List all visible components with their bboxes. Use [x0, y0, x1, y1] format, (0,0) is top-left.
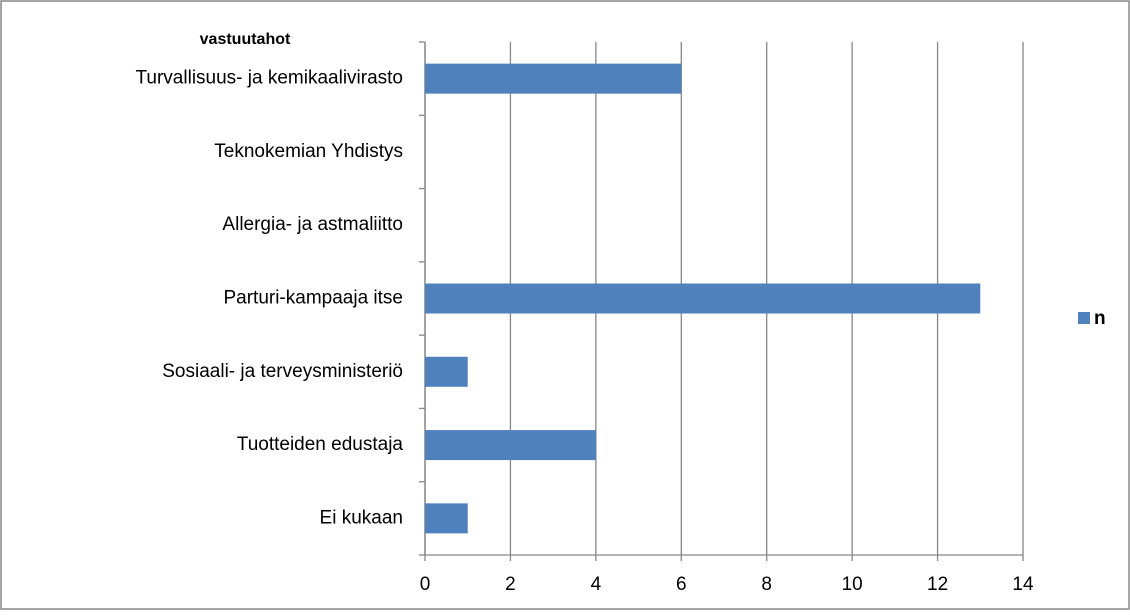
y-tick-label: Turvallisuus- ja kemikaalivirasto: [136, 68, 403, 89]
axis-title: vastuutahot: [200, 31, 291, 48]
legend-label: n: [1094, 308, 1106, 329]
y-tick-label: Ei kukaan: [320, 507, 403, 528]
x-tick-label: 14: [1012, 574, 1034, 595]
x-tick-label: 10: [842, 574, 863, 595]
y-tick-label: Tuotteiden edustaja: [237, 434, 404, 455]
bar: [425, 356, 468, 387]
x-tick-label: 6: [676, 574, 687, 595]
x-tick-label: 12: [927, 574, 948, 595]
y-tick-label: Sosiaali- ja terveysministeriö: [162, 361, 403, 382]
bar: [425, 283, 981, 314]
bar: [425, 430, 596, 461]
x-tick-label: 0: [420, 574, 431, 595]
y-tick-label: Parturi-kampaaja itse: [223, 288, 403, 309]
x-tick-label: 4: [591, 574, 602, 595]
x-tick-label: 2: [505, 574, 516, 595]
bar: [425, 63, 682, 94]
legend-swatch: [1078, 312, 1090, 324]
y-tick-label: Teknokemian Yhdistys: [214, 141, 403, 162]
y-tick-label: Allergia- ja astmaliitto: [222, 214, 403, 235]
bar: [425, 503, 468, 534]
x-tick-label: 8: [761, 574, 772, 595]
